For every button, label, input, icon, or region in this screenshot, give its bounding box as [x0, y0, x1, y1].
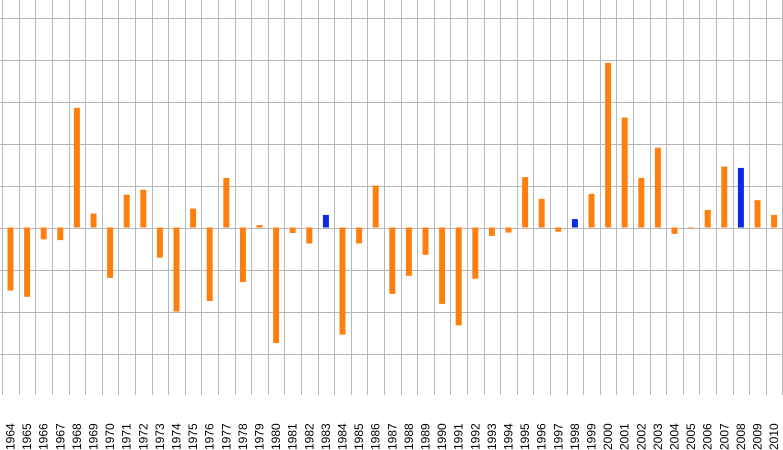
- bar-2000: [605, 62, 612, 228]
- x-tick-label: 1996: [535, 423, 549, 450]
- bar-2001: [621, 117, 628, 228]
- bar-1971: [123, 194, 130, 228]
- x-tick-label: 1995: [518, 423, 532, 450]
- x-tick-label: 1981: [286, 423, 300, 450]
- x-tick-labels: 1964 1965 1966 1967 1968 1969 1970 1971 1972 1973…: [4, 423, 782, 450]
- x-tick-label: 1983: [319, 423, 333, 450]
- x-tick-label: 1965: [20, 423, 34, 450]
- bar-2002: [638, 177, 645, 228]
- x-tick-label: 1966: [37, 423, 51, 450]
- bar-1998: [571, 219, 578, 228]
- x-tick-label: 1990: [435, 423, 449, 450]
- x-tick-label: 1969: [87, 423, 101, 450]
- x-tick-label: 1964: [4, 423, 18, 450]
- bar-2009: [754, 200, 761, 228]
- x-tick-label: 1994: [502, 423, 516, 450]
- bar-1992: [472, 227, 479, 279]
- bar-2003: [654, 147, 661, 228]
- bar-2004: [671, 227, 678, 234]
- x-tick-label: 1968: [70, 423, 84, 450]
- x-tick-label: 1973: [153, 423, 167, 450]
- bar-1984: [339, 227, 346, 335]
- bar-2008: [737, 167, 744, 228]
- bar-1967: [57, 227, 64, 241]
- bar-1988: [405, 227, 412, 276]
- bar-1982: [306, 227, 313, 244]
- x-tick-label: 1991: [452, 423, 466, 450]
- bar-1990: [439, 227, 446, 304]
- bar-1981: [289, 227, 296, 233]
- bar-1968: [73, 107, 80, 228]
- x-tick-label: 2009: [751, 423, 765, 450]
- x-tick-label: 1976: [203, 423, 217, 450]
- x-tick-label: 1987: [385, 423, 399, 450]
- bar-1997: [555, 227, 562, 232]
- bar-1976: [206, 227, 213, 301]
- bar-1996: [538, 198, 545, 228]
- bar-1993: [488, 227, 495, 236]
- x-tick-label: 1971: [120, 423, 134, 450]
- x-tick-label: 1989: [419, 423, 433, 450]
- x-tick-label: 1986: [369, 423, 383, 450]
- x-tick-label: 1999: [585, 423, 599, 450]
- x-tick-label: 2002: [634, 423, 648, 450]
- x-tick-label: 1978: [236, 423, 250, 450]
- bar-1978: [239, 227, 246, 283]
- x-tick-label: 1992: [468, 423, 482, 450]
- bar-2007: [721, 166, 728, 228]
- x-tick-label: 1967: [53, 423, 67, 450]
- bar-1989: [422, 227, 429, 255]
- x-tick-label: 1977: [219, 423, 233, 450]
- bar-1980: [273, 227, 280, 343]
- bar-1999: [588, 193, 595, 228]
- gridlines: [0, 0, 783, 395]
- bar-1975: [190, 208, 197, 228]
- x-tick-label: 2010: [767, 423, 781, 450]
- bar-1986: [372, 185, 379, 228]
- x-tick-label: 1997: [551, 423, 565, 450]
- bar-1977: [223, 177, 230, 228]
- x-tick-label: 1998: [568, 423, 582, 450]
- bars: [7, 62, 778, 343]
- x-tick-label: 1985: [352, 423, 366, 450]
- bar-1973: [156, 227, 163, 258]
- bar-2005: [688, 227, 695, 228]
- x-tick-label: 2004: [668, 423, 682, 450]
- bar-1970: [107, 227, 114, 278]
- x-tick-label: 1979: [253, 423, 267, 450]
- x-tick-label: 2005: [684, 423, 698, 450]
- x-tick-label: 1988: [402, 423, 416, 450]
- bar-1974: [173, 227, 180, 312]
- x-tick-label: 2000: [601, 423, 615, 450]
- x-tick-label: 2008: [734, 423, 748, 450]
- x-tick-label: 1975: [186, 423, 200, 450]
- x-tick-label: 2003: [651, 423, 665, 450]
- bar-1964: [7, 227, 14, 291]
- bar-1995: [522, 177, 529, 228]
- bar-1972: [140, 189, 147, 228]
- x-tick-label: 1984: [336, 423, 350, 450]
- bar-1994: [505, 227, 512, 233]
- bar-1965: [24, 227, 31, 297]
- x-tick-label: 1972: [136, 423, 150, 450]
- bar-1966: [40, 227, 47, 240]
- bar-2010: [771, 214, 778, 228]
- bar-1969: [90, 213, 97, 228]
- x-tick-label: 1980: [269, 423, 283, 450]
- bar-1979: [256, 225, 263, 228]
- bar-1991: [455, 227, 462, 326]
- x-tick-label: 1993: [485, 423, 499, 450]
- bar-1987: [389, 227, 396, 294]
- x-tick-label: 2001: [618, 423, 632, 450]
- x-tick-label: 1982: [302, 423, 316, 450]
- x-tick-label: 1974: [170, 423, 184, 450]
- x-tick-label: 2006: [701, 423, 715, 450]
- bar-1983: [322, 214, 329, 228]
- bar-1985: [356, 227, 363, 244]
- x-tick-label: 2007: [717, 423, 731, 450]
- x-tick-label: 1970: [103, 423, 117, 450]
- bar-2006: [704, 209, 711, 228]
